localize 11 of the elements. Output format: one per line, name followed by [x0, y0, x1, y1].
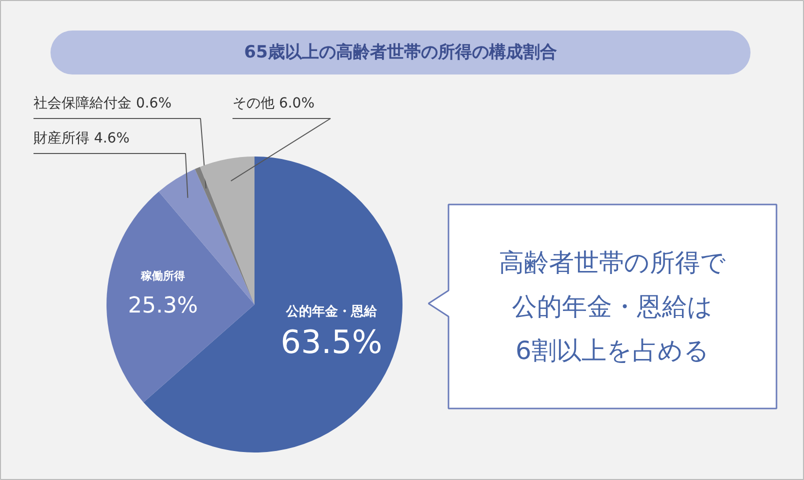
slice-label: 公的年金・恩給 [284, 304, 378, 320]
text: 高齢者世帯の所得で [499, 248, 726, 277]
data-label: 63.5% [280, 323, 382, 362]
slice-label: その他 6.0% [232, 96, 315, 112]
data-label: 25.3% [128, 293, 198, 318]
text: 6割以上を占める [516, 336, 710, 365]
slice-label: 社会保障給付金 0.6% [34, 96, 172, 112]
text: 公的年金・恩給は [512, 292, 713, 321]
slice-label: 財産所得 4.6% [34, 130, 130, 146]
slice-label: 稼働所得 [140, 269, 185, 282]
chart-title: 65歳以上の高齢者世帯の所得の構成割合 [244, 42, 557, 62]
